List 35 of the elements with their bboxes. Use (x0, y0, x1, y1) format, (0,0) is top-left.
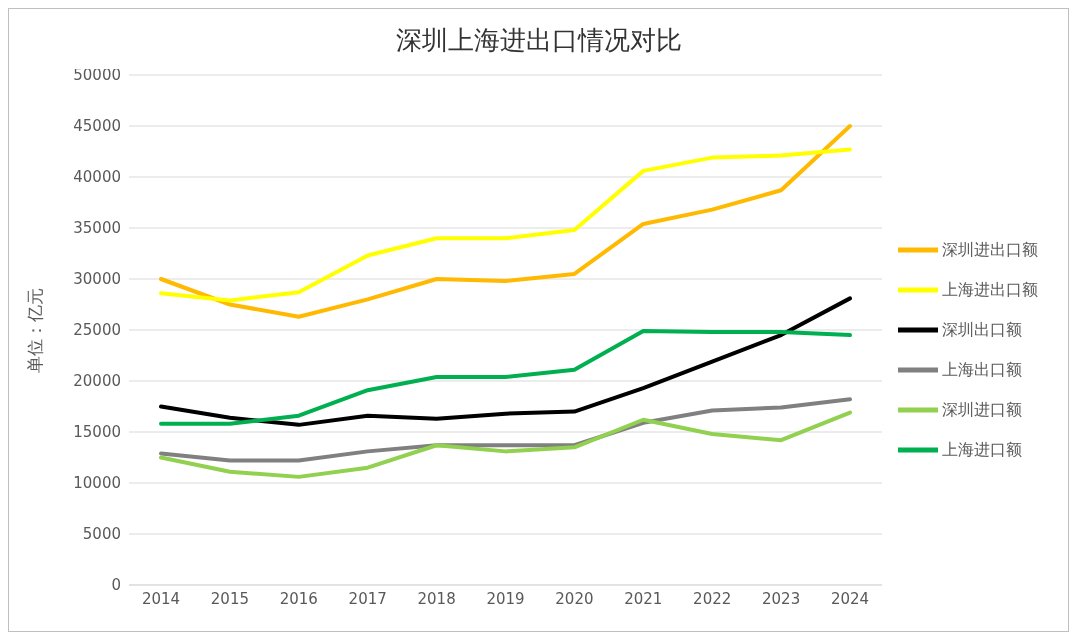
x-tick-label: 2024 (830, 589, 870, 608)
legend-label: 深圳进口额 (942, 399, 1022, 419)
line-series (159, 410, 852, 479)
y-axis-title: 单位：亿元 (25, 287, 46, 373)
x-tick-label: 2018 (417, 589, 456, 608)
y-tick-label: 10000 (73, 474, 121, 493)
x-tick-label: 2023 (762, 589, 801, 608)
line-series (159, 329, 852, 426)
x-tick-label: 2015 (210, 589, 249, 608)
x-tick-label: 2021 (624, 589, 663, 608)
x-tick-label: 2022 (693, 589, 732, 608)
x-tick-label: 2019 (486, 589, 525, 608)
y-tick-label: 45000 (73, 117, 121, 136)
line-series (159, 124, 852, 319)
legend-label: 上海进口额 (942, 439, 1022, 459)
y-tick-label: 35000 (73, 219, 121, 238)
x-tick-label: 2020 (555, 589, 594, 608)
line-series (159, 147, 852, 303)
legend-label: 深圳进出口额 (942, 239, 1038, 259)
y-tick-label: 25000 (73, 321, 121, 340)
y-tick-label: 40000 (73, 168, 121, 187)
x-tick-label: 2017 (348, 589, 387, 608)
y-tick-label: 50000 (73, 66, 121, 85)
legend-label: 上海出口额 (942, 359, 1022, 379)
y-tick-label: 30000 (73, 270, 121, 289)
y-tick-label: 5000 (82, 525, 121, 544)
y-tick-label: 20000 (73, 372, 121, 391)
y-tick-label: 15000 (73, 423, 121, 442)
legend-label: 深圳出口额 (942, 319, 1022, 339)
y-tick-label: 0 (111, 576, 121, 595)
x-tick-label: 2016 (279, 589, 318, 608)
x-tick-label: 2014 (141, 589, 181, 608)
legend-label: 上海进出口额 (942, 279, 1038, 299)
line-series (159, 296, 852, 427)
chart-title: 深圳上海进出口情况对比 (395, 25, 682, 55)
